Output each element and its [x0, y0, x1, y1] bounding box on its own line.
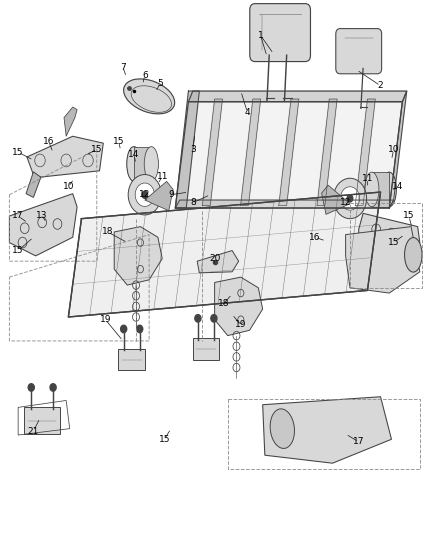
Polygon shape	[175, 102, 403, 208]
Text: 15: 15	[113, 137, 124, 146]
FancyBboxPatch shape	[118, 349, 145, 370]
Text: 12: 12	[340, 198, 351, 207]
Text: 2: 2	[378, 81, 383, 90]
Polygon shape	[389, 91, 407, 208]
FancyBboxPatch shape	[250, 4, 311, 62]
Circle shape	[128, 174, 161, 215]
Text: 16: 16	[309, 233, 321, 242]
Circle shape	[135, 183, 154, 206]
Circle shape	[340, 187, 360, 210]
Polygon shape	[215, 277, 263, 336]
Ellipse shape	[144, 147, 159, 181]
Text: 20: 20	[209, 254, 220, 263]
Text: 5: 5	[157, 78, 163, 87]
Polygon shape	[321, 185, 350, 214]
Text: 4: 4	[244, 108, 250, 117]
Polygon shape	[197, 251, 239, 273]
Text: 16: 16	[43, 137, 54, 146]
Text: 11: 11	[362, 174, 373, 183]
Text: 17: 17	[12, 212, 24, 221]
Ellipse shape	[382, 172, 396, 207]
Text: 10: 10	[388, 145, 399, 154]
Polygon shape	[240, 99, 261, 205]
Circle shape	[28, 384, 34, 391]
Text: 17: 17	[353, 438, 364, 447]
Circle shape	[333, 178, 367, 219]
Polygon shape	[372, 172, 389, 207]
Polygon shape	[27, 136, 103, 177]
Polygon shape	[188, 91, 407, 102]
Text: 15: 15	[12, 148, 24, 157]
Polygon shape	[134, 147, 151, 181]
Ellipse shape	[405, 238, 422, 272]
Circle shape	[120, 325, 127, 333]
Polygon shape	[33, 215, 57, 243]
Polygon shape	[26, 172, 41, 197]
Polygon shape	[317, 99, 337, 205]
Text: 14: 14	[392, 182, 404, 191]
Polygon shape	[114, 227, 162, 285]
Text: 15: 15	[159, 435, 170, 444]
Text: 18: 18	[102, 228, 113, 237]
Text: 15: 15	[91, 145, 102, 154]
Circle shape	[141, 190, 148, 199]
Circle shape	[137, 325, 143, 333]
Text: 6: 6	[142, 70, 148, 79]
FancyBboxPatch shape	[193, 338, 219, 360]
Text: 19: 19	[235, 320, 247, 329]
FancyBboxPatch shape	[25, 407, 60, 434]
FancyBboxPatch shape	[336, 29, 381, 74]
Polygon shape	[355, 99, 375, 205]
Text: 15: 15	[403, 212, 415, 221]
Text: 3: 3	[190, 145, 196, 154]
Polygon shape	[175, 200, 394, 208]
Ellipse shape	[365, 172, 379, 207]
Circle shape	[50, 384, 56, 391]
Polygon shape	[263, 397, 392, 463]
Polygon shape	[359, 213, 420, 277]
Ellipse shape	[127, 147, 141, 181]
Polygon shape	[175, 91, 199, 208]
Polygon shape	[346, 227, 420, 293]
Text: 15: 15	[388, 238, 399, 247]
Polygon shape	[64, 107, 77, 136]
Text: 19: 19	[100, 315, 111, 324]
Text: 15: 15	[12, 246, 24, 255]
Text: 9: 9	[168, 190, 174, 199]
Text: 1: 1	[258, 31, 263, 40]
Polygon shape	[10, 193, 77, 256]
Text: 14: 14	[128, 150, 140, 159]
Text: 7: 7	[120, 63, 126, 71]
Circle shape	[211, 314, 217, 322]
Text: 10: 10	[63, 182, 74, 191]
Text: 8: 8	[190, 198, 196, 207]
Polygon shape	[145, 181, 173, 211]
Ellipse shape	[270, 409, 294, 448]
Ellipse shape	[124, 79, 175, 114]
Text: 12: 12	[139, 190, 151, 199]
Polygon shape	[279, 99, 299, 205]
Text: 11: 11	[156, 172, 168, 181]
Circle shape	[346, 194, 353, 203]
Circle shape	[195, 314, 201, 322]
Polygon shape	[202, 99, 223, 205]
Text: 13: 13	[36, 212, 48, 221]
Text: 18: 18	[218, 299, 229, 308]
Text: 21: 21	[28, 427, 39, 436]
Polygon shape	[68, 192, 381, 317]
